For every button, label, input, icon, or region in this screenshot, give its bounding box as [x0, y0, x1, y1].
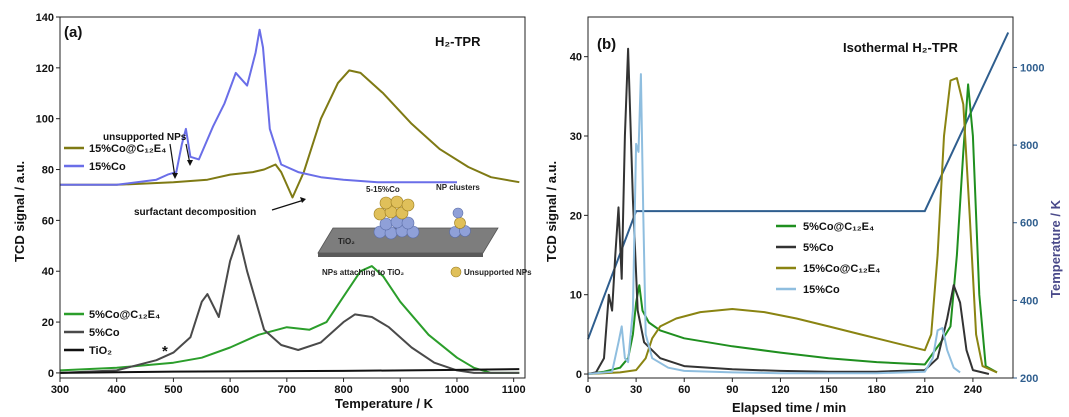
- panel-b-y-tick-label: 40: [570, 52, 582, 64]
- arrow-unsupported-1: [169, 143, 176, 178]
- panel-b-xlabel: Elapsed time / min: [732, 400, 846, 415]
- panel-a-legend-lower: 5%Co@C₁₂E₄ 5%Co TiO₂: [64, 309, 160, 357]
- legend-label-b-15co-c12e4: 15%Co@C₁₂E₄: [803, 263, 880, 275]
- legend-label-15co-c12e4: 15%Co@C₁₂E₄: [89, 143, 166, 155]
- panel-a-x-tick-label: 600: [221, 384, 239, 396]
- annotation-asterisk: *: [162, 343, 168, 360]
- arrowhead-unsupported-1: [172, 173, 178, 179]
- panel-a-y-tick-label: 80: [42, 165, 54, 177]
- legend-label-tio2: TiO₂: [89, 345, 112, 357]
- panel-a-label: (a): [64, 24, 82, 41]
- panel-b-x-tick-label: 60: [678, 384, 690, 396]
- inset-label-unsupported: Unsupported NPs: [464, 268, 532, 277]
- panel-a-title: H₂-TPR: [435, 34, 481, 49]
- panel-b-x-tick-label: 210: [916, 384, 934, 396]
- nanoparticle-schematic-inset: 5-15%Co NP clusters TiO₂ NPs attaching t…: [317, 183, 532, 278]
- legend-label-b-5co-c12e4: 5%Co@C₁₂E₄: [803, 221, 874, 233]
- panel-a-series-5-co: [59, 234, 520, 374]
- panel-b-x-tick-label: 90: [726, 384, 738, 396]
- panel-b-x-tick-label: 30: [630, 384, 642, 396]
- panel-b-y2-tick-label: 400: [1020, 295, 1038, 307]
- panel-a-x-tick-label: 700: [278, 384, 296, 396]
- annotation-unsupported-nps: unsupported NPs: [103, 132, 187, 143]
- panel-a-x-tick-label: 1100: [502, 384, 526, 396]
- panel-b-y2-tick-label: 1000: [1020, 62, 1044, 74]
- panel-a-xlabel: Temperature / K: [335, 396, 434, 411]
- panel-b-series-5-co: [587, 47, 990, 375]
- small-np-cluster: [449, 207, 471, 238]
- panel-b-title: Isothermal H₂-TPR: [843, 40, 958, 55]
- panel-b-ylabel: TCD signal / a.u.: [544, 161, 559, 262]
- panel-b-x-tick-label: 150: [819, 384, 837, 396]
- panel-b-series: [587, 32, 1010, 375]
- panel-b-x-tick-label: 120: [771, 384, 789, 396]
- panel-a-x-tick-label: 400: [108, 384, 126, 396]
- panel-a-y-tick-label: 60: [42, 215, 54, 227]
- panel-b-legend: 5%Co@C₁₂E₄ 5%Co 15%Co@C₁₂E₄ 15%Co: [776, 221, 880, 296]
- legend-label-5co-c12e4: 5%Co@C₁₂E₄: [89, 309, 160, 321]
- panel-b-y2-tick-label: 800: [1020, 140, 1038, 152]
- inset-label-clusters: NP clusters: [436, 183, 480, 192]
- panel-a-series-15-co-c-e: [60, 69, 520, 199]
- inset-label-loading: 5-15%Co: [366, 185, 400, 194]
- supported-np-cluster: [373, 195, 420, 240]
- inset-label-support: TiO₂: [338, 237, 355, 246]
- panel-b-label: (b): [597, 36, 616, 53]
- panel-b-series-15-co: [587, 73, 961, 375]
- panel-b-y-tick-label: 0: [576, 369, 582, 381]
- panel-b-series-5-co-c-e: [587, 83, 998, 375]
- temperature-profile-line: [587, 32, 1010, 340]
- panel-b-x-tick-label: 240: [964, 384, 982, 396]
- panel-a: 300 400 500 600 700 800 900 1000 1100 0 20 40 60 80 10…: [12, 12, 532, 411]
- panel-b-axes: 0 30 60 90 120 150 180 210 240 0 10 20 30 40 200 400 600…: [570, 52, 1045, 396]
- arrow-surfactant: [271, 199, 305, 211]
- panel-a-y-tick-label: 0: [48, 368, 54, 380]
- panel-b-y2-tick-label: 600: [1020, 218, 1038, 230]
- panel-a-series-5-co-c-e: [59, 265, 520, 374]
- panel-a-x-tick-label: 800: [334, 384, 352, 396]
- panel-b-y2-tick-label: 200: [1020, 373, 1038, 385]
- panel-a-y-tick-label: 20: [42, 317, 54, 329]
- panel-b-y2label: Temperature / K: [1048, 199, 1063, 298]
- legend-label-5co: 5%Co: [89, 327, 120, 339]
- panel-a-x-tick-label: 500: [164, 384, 182, 396]
- panel-b-y-tick-label: 10: [570, 290, 582, 302]
- panel-b-frame: [587, 16, 1014, 379]
- annotation-surfactant: surfactant decomposition: [134, 207, 256, 218]
- panel-a-y-tick-label: 40: [42, 266, 54, 278]
- panel-a-ylabel: TCD signal / a.u.: [12, 161, 27, 262]
- panel-a-frame: [59, 16, 526, 379]
- panel-a-x-tick-label: 1000: [445, 384, 469, 396]
- inset-label-attach: NPs attaching to TiO₂: [322, 268, 405, 277]
- panel-b-x-tick-label: 0: [585, 384, 591, 396]
- panel-a-axes: 300 400 500 600 700 800 900 1000 1100 0 20 40 60 80 10…: [36, 12, 526, 396]
- panel-a-y-tick-label: 120: [36, 63, 54, 75]
- panel-a-x-tick-label: 300: [51, 384, 69, 396]
- panel-b-y-tick-label: 30: [570, 131, 582, 143]
- legend-label-b-5co: 5%Co: [803, 242, 834, 254]
- legend-label-b-15co: 15%Co: [803, 284, 840, 296]
- arrowhead-surfactant: [300, 197, 306, 203]
- legend-label-15co: 15%Co: [89, 161, 126, 173]
- panel-a-legend-upper: 15%Co@C₁₂E₄ 15%Co: [64, 143, 166, 173]
- unsupported-np-legend-icon: [450, 266, 462, 278]
- panel-b: 0 30 60 90 120 150 180 210 240 0 10 20 30 40 200 400 600…: [544, 16, 1063, 415]
- panel-a-y-tick-label: 100: [36, 114, 54, 126]
- tio2-support-edge: [318, 253, 483, 257]
- panel-a-series-tio: [59, 368, 520, 374]
- panel-b-y-tick-label: 20: [570, 210, 582, 222]
- panel-a-y-tick-label: 140: [36, 12, 54, 24]
- panel-a-x-tick-label: 900: [391, 384, 409, 396]
- arrowhead-unsupported-2: [187, 160, 193, 166]
- panel-b-x-tick-label: 180: [867, 384, 885, 396]
- panel-b-series-15-co-c-e: [587, 77, 998, 375]
- panel-a-series: [59, 28, 520, 374]
